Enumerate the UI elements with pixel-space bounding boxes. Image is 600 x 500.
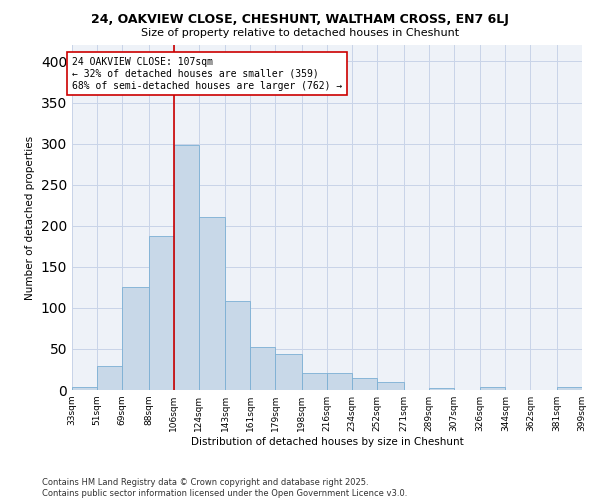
Bar [377,382,404,390]
Bar [122,286,149,390]
Text: Contains HM Land Registry data © Crown copyright and database right 2025.
Contai: Contains HM Land Registry data © Crown c… [42,478,407,498]
Text: 24, OAKVIEW CLOSE, CHESHUNT, WALTHAM CROSS, EN7 6LJ: 24, OAKVIEW CLOSE, CHESHUNT, WALTHAM CRO… [91,12,509,26]
Bar [149,236,174,390]
Bar [327,373,352,390]
Bar [352,378,377,390]
Bar [250,348,275,390]
Text: 24 OAKVIEW CLOSE: 107sqm
← 32% of detached houses are smaller (359)
68% of semi-: 24 OAKVIEW CLOSE: 107sqm ← 32% of detach… [72,58,342,90]
Bar [174,145,199,390]
Bar [557,386,582,390]
Bar [275,354,302,390]
Bar [302,373,327,390]
Bar [225,302,250,390]
Bar [72,386,97,390]
Bar [199,216,225,390]
X-axis label: Distribution of detached houses by size in Cheshunt: Distribution of detached houses by size … [191,437,463,447]
Bar [429,388,454,390]
Text: Size of property relative to detached houses in Cheshunt: Size of property relative to detached ho… [141,28,459,38]
Bar [97,366,122,390]
Bar [480,386,505,390]
Y-axis label: Number of detached properties: Number of detached properties [25,136,35,300]
